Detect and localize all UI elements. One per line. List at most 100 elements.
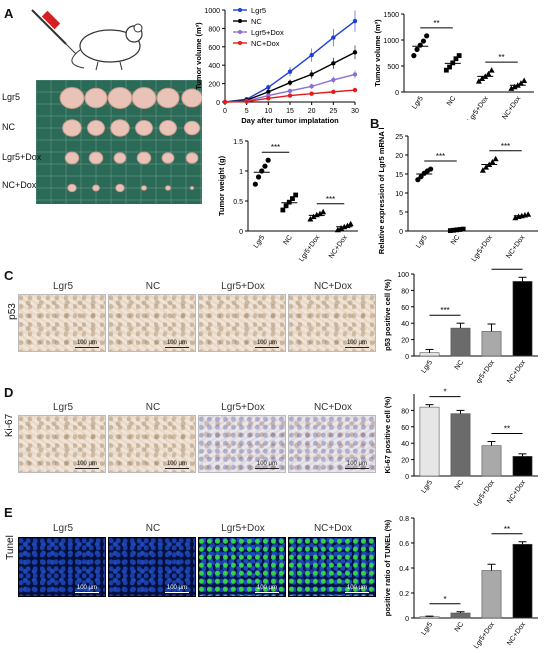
tumor-specimen — [110, 119, 130, 137]
photo-row-label: Lgr5+Dox — [2, 152, 42, 162]
y-tick-label: 80 — [401, 288, 409, 295]
y-tick-label: 1000 — [383, 38, 399, 45]
data-point — [475, 78, 482, 84]
legend-marker — [238, 8, 242, 12]
data-point — [424, 33, 430, 39]
group-title: Lgr5+Dox — [221, 523, 265, 534]
y-tick-label: 600 — [208, 45, 220, 52]
y-tick-label: 100 — [397, 272, 409, 279]
y-tick-label: 400 — [208, 63, 220, 70]
significance-label: ** — [498, 53, 504, 62]
tumor-specimen — [59, 87, 85, 109]
data-point — [266, 85, 271, 90]
micrograph: 100 μm — [288, 415, 376, 473]
x-tick-label: 30 — [351, 108, 359, 115]
row-label-p53: p53 — [6, 303, 18, 320]
significance-label: *** — [501, 142, 510, 151]
group-title: NC — [145, 402, 161, 413]
x-tick-label: NC — [454, 479, 466, 491]
data-point — [287, 69, 293, 74]
y-tick-label: 25 — [395, 134, 403, 141]
legend-label: Lgr5+Dox — [251, 28, 284, 37]
micrograph: 100 μm — [108, 537, 196, 597]
y-tick-label: 10 — [395, 191, 403, 198]
y-axis-label: Tumor volume (m³) — [195, 22, 203, 90]
tumor-specimen — [87, 120, 105, 136]
y-tick-label: 20 — [401, 458, 409, 465]
bar — [512, 281, 533, 357]
tumor-specimen — [92, 184, 100, 192]
y-tick-label: 0 — [405, 474, 409, 481]
data-point — [352, 18, 358, 24]
tumor-specimen — [115, 183, 125, 193]
tumor-specimen — [161, 152, 175, 164]
data-point — [266, 89, 271, 95]
group-title: NC+Dox — [313, 523, 353, 534]
tumor-specimen — [64, 151, 80, 165]
y-axis-label: Tumor volume (m³) — [373, 19, 382, 87]
data-point — [352, 72, 358, 77]
y-axis-label: Relative expression of Lgr5 mRNA level — [377, 128, 386, 254]
x-tick-label: NC+Dox — [506, 479, 527, 505]
tumor-specimen — [140, 185, 148, 191]
y-tick-label: 1 — [239, 169, 243, 176]
scale-bar: 100 μm — [164, 461, 189, 469]
data-point — [331, 35, 336, 40]
tumor-specimen — [84, 87, 108, 109]
y-tick-label: 20 — [401, 338, 409, 345]
x-tick-label: 15 — [286, 108, 294, 115]
micrograph: 100 μm — [108, 294, 196, 352]
y-tick-label: 15 — [395, 172, 403, 179]
tumor-specimen — [185, 152, 199, 164]
y-tick-label: 60 — [401, 425, 409, 432]
data-point — [280, 207, 286, 213]
x-axis-label: Day after tumor implatation — [241, 116, 339, 125]
tumor-specimen — [107, 87, 133, 109]
x-tick-label: NC+Dox — [505, 234, 526, 260]
significance-label: *** — [436, 152, 445, 161]
x-tick-label: Lgr5 — [420, 479, 434, 495]
bar — [419, 406, 440, 477]
y-tick-label: 0.5 — [233, 199, 243, 206]
group-title: NC+Dox — [313, 402, 353, 413]
bar — [481, 331, 502, 357]
group-title: Lgr5+Dox — [221, 402, 265, 413]
micrograph: 100 μm — [198, 415, 286, 473]
y-tick-label: 0 — [405, 354, 409, 361]
micrograph: 100 μm — [198, 294, 286, 352]
data-point — [511, 83, 518, 90]
data-point — [287, 93, 293, 98]
x-tick-label: NC — [454, 359, 466, 371]
data-point — [483, 164, 490, 170]
data-point — [334, 226, 341, 233]
scale-bar: 100 μm — [254, 340, 279, 348]
y-tick-label: 0.6 — [399, 541, 409, 548]
scale-bar: 100 μm — [254, 585, 279, 593]
x-tick-label: Lgr5+Dox — [473, 359, 497, 383]
data-point — [418, 174, 424, 180]
data-point — [417, 42, 423, 48]
significance-label: * — [443, 595, 446, 604]
group-title: NC+Dox — [313, 281, 353, 292]
data-point — [414, 46, 420, 52]
panel-label-d: D — [4, 385, 14, 400]
y-tick-label: 40 — [401, 321, 409, 328]
tumor-specimen — [88, 151, 104, 165]
scale-bar: 100 μm — [74, 340, 99, 348]
tumor-specimen — [183, 120, 201, 136]
x-tick-label: Lgr5 — [411, 95, 425, 111]
panel-label-a: A — [4, 6, 14, 21]
group-title: Lgr5 — [52, 281, 73, 292]
tumor-specimen — [159, 120, 177, 136]
significance-label: ** — [504, 425, 510, 434]
data-point — [352, 87, 358, 93]
data-point — [331, 77, 336, 83]
x-tick-label: NC — [446, 95, 458, 107]
y-tick-label: 0 — [395, 90, 399, 97]
mouse-icon — [71, 23, 143, 71]
scale-bar: 100 μm — [74, 461, 99, 469]
x-tick-label: Lgr5 — [253, 234, 267, 250]
series-line — [224, 73, 356, 103]
photo-row-label: Lgr5 — [2, 92, 21, 102]
